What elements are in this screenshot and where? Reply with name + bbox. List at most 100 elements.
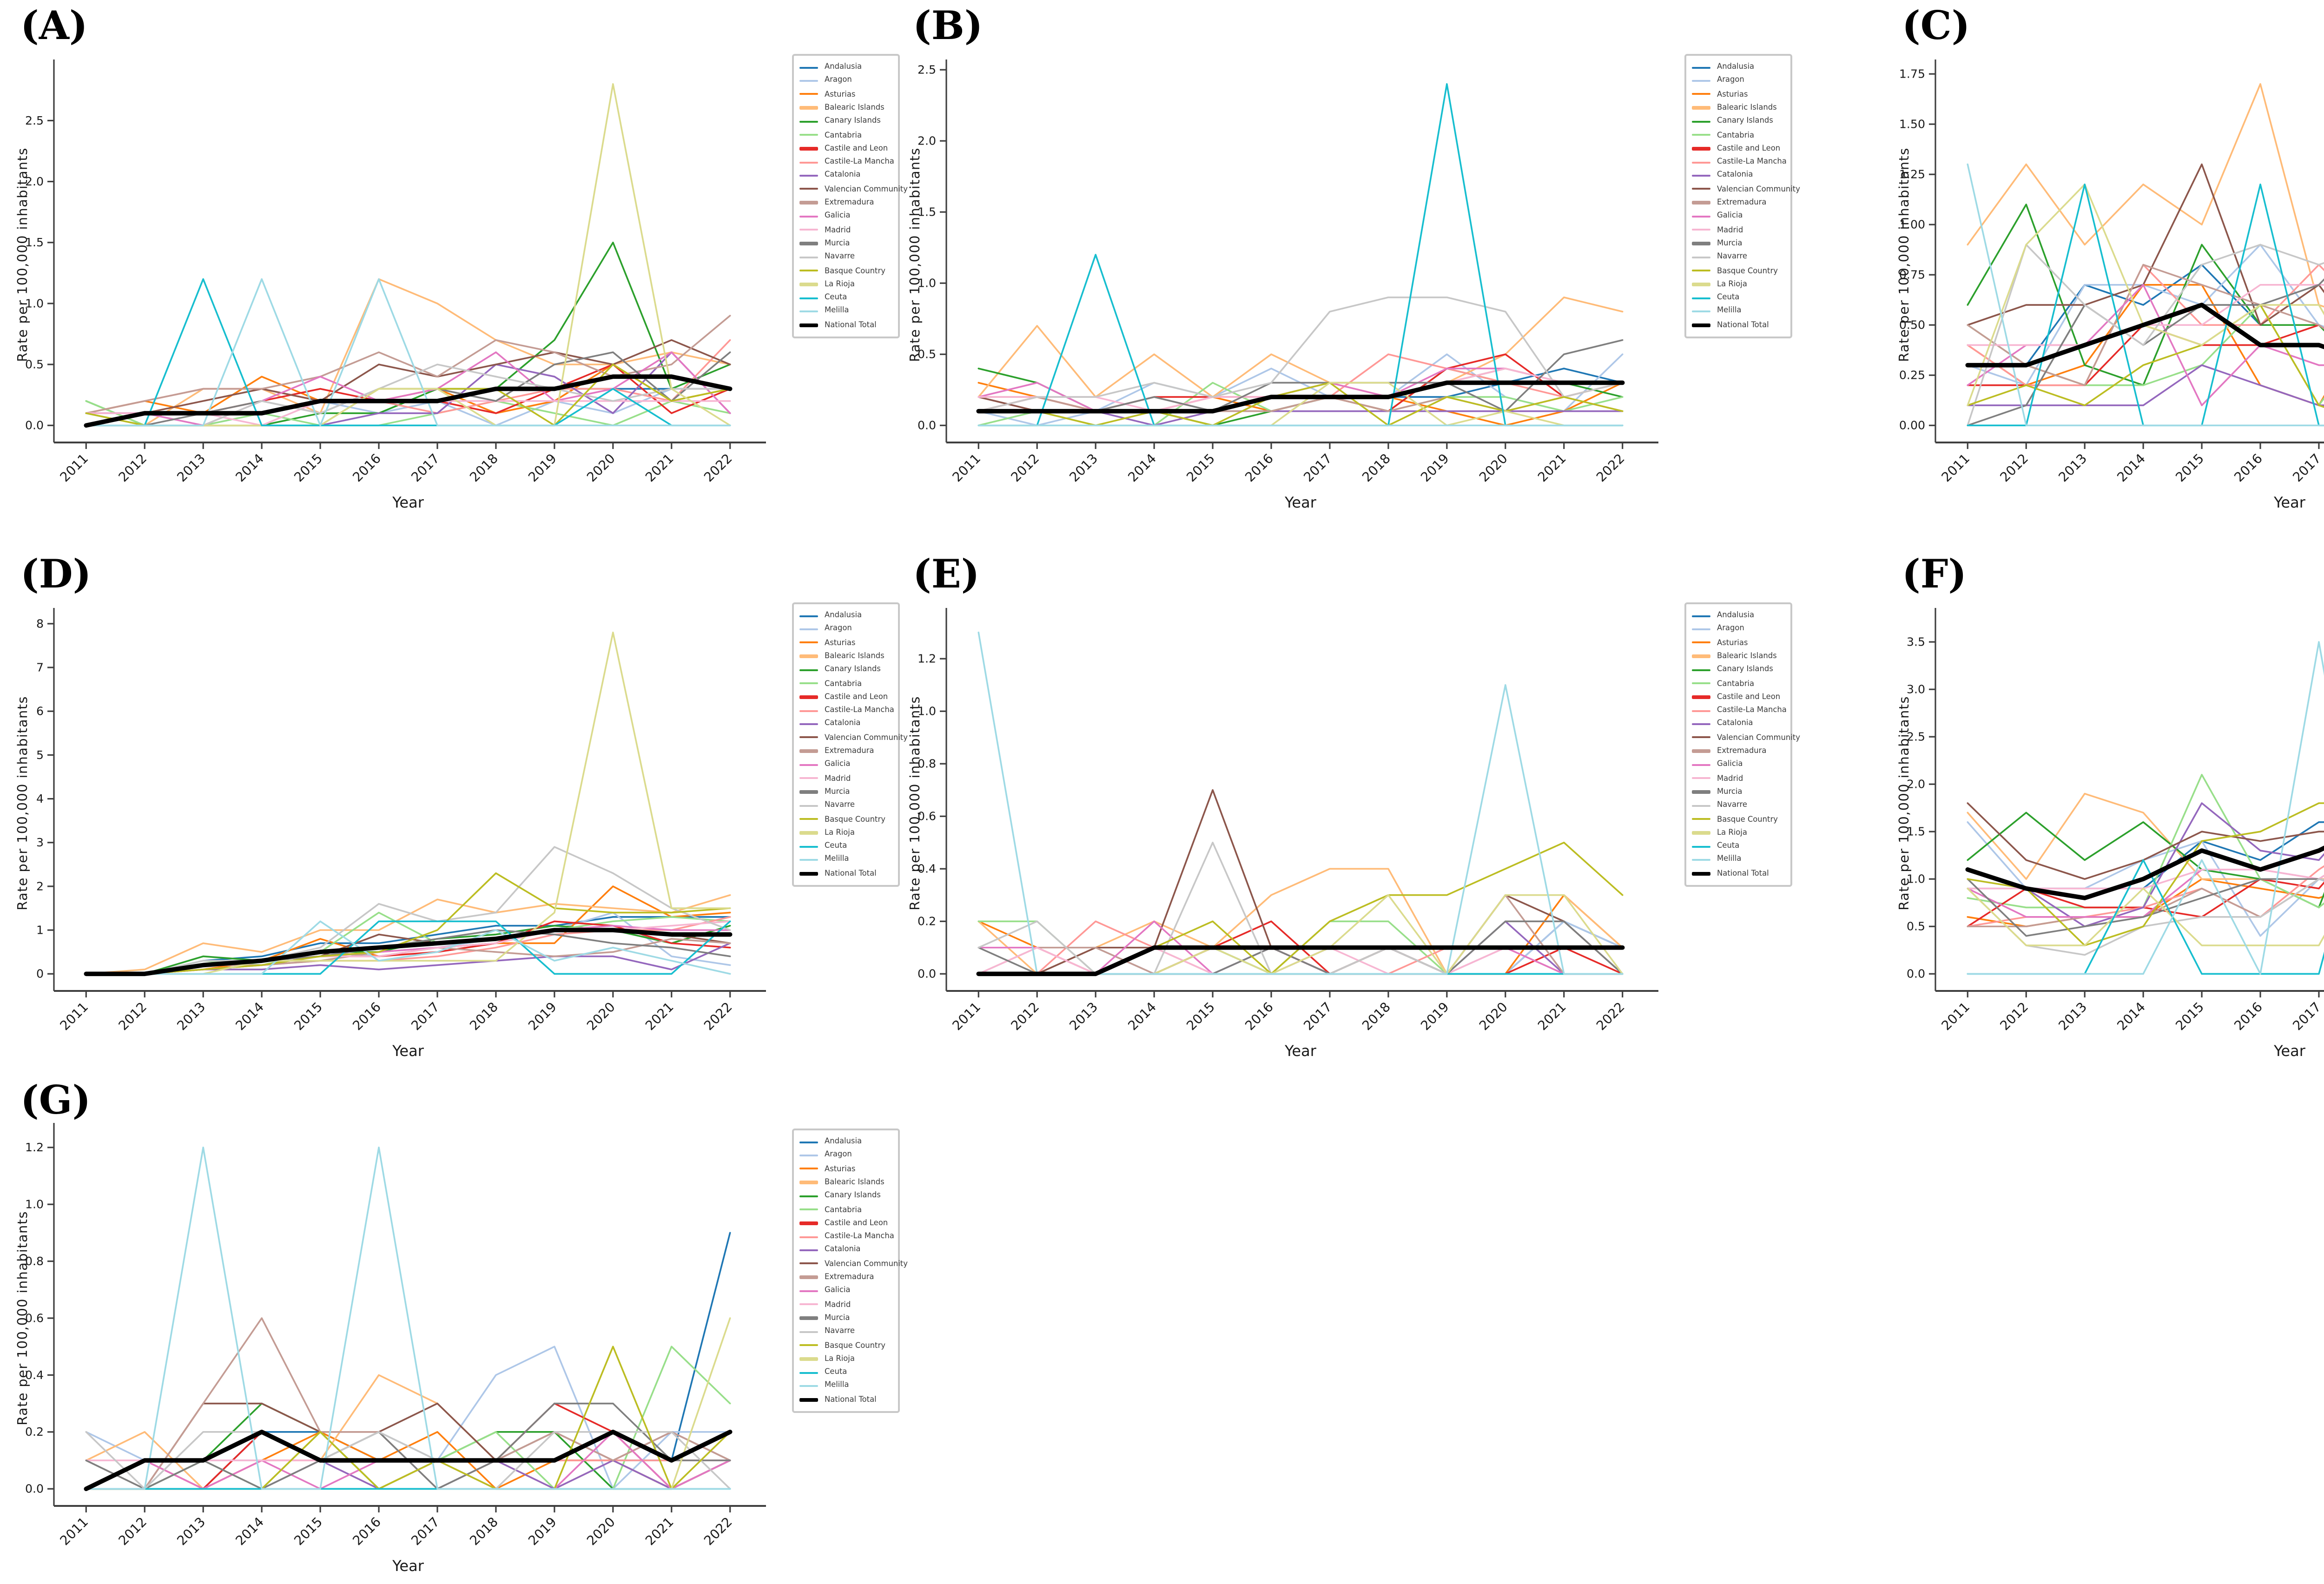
x-tick-label: 2012	[1008, 451, 1042, 485]
legend-label: Valencian Community	[825, 184, 908, 193]
legend-swatch-madrid	[799, 1303, 818, 1306]
legend-swatch-extremadura	[1692, 750, 1710, 753]
series-line-catalonia	[1967, 364, 2324, 406]
legend-swatch-valencian-community	[1692, 736, 1710, 739]
legend-label: Melilla	[1717, 854, 1742, 864]
legend-item-navarre: Navarre	[799, 1325, 894, 1339]
x-tick-label: 2017	[1301, 451, 1335, 485]
y-tick-label: 2.5	[1907, 730, 1925, 744]
legend-swatch-navarre	[799, 804, 818, 807]
legend-label: Navarre	[825, 800, 855, 809]
legend-swatch-valencian-community	[1692, 188, 1710, 191]
legend-item-basque-country: Basque Country	[799, 812, 894, 826]
y-tick-label: 1.50	[1899, 118, 1925, 131]
y-tick-label: 0.5	[918, 348, 936, 361]
x-axis-title: Year	[392, 494, 424, 511]
legend-swatch-aragon	[1692, 628, 1710, 631]
legend-item-navarre: Navarre	[799, 251, 894, 264]
series-line-castile-and-leon	[1967, 878, 2324, 928]
legend-swatch-madrid	[1692, 229, 1710, 231]
y-tick-label: 0.4	[918, 862, 936, 876]
legend-swatch-melilla	[799, 1385, 818, 1387]
series-line-navarre	[85, 846, 731, 975]
legend-swatch-la-rioja	[799, 1358, 818, 1360]
y-tick-label: 0.8	[25, 1254, 44, 1268]
legend-swatch-ceuta	[799, 1371, 818, 1374]
y-tick-label: 0.0	[918, 967, 936, 981]
legend-label: Extremadura	[825, 197, 874, 207]
legend-item-catalonia: Catalonia	[1692, 718, 1787, 731]
x-tick-label: 2016	[350, 451, 384, 485]
series-line-castile-and-leon	[1967, 324, 2324, 386]
legend-item-castile-la-mancha: Castile-La Mancha	[799, 155, 894, 169]
y-tick-label: 4	[36, 792, 44, 805]
legend-item-balearic-islands: Balearic Islands	[799, 101, 894, 115]
legend-item-murcia: Murcia	[799, 785, 894, 799]
y-tick-label: 1.75	[1899, 67, 1925, 81]
series-line-navarre	[85, 1431, 731, 1490]
series-line-melilla	[85, 1146, 731, 1490]
legend-label: Andalusia	[1717, 61, 1755, 71]
legend-item-andalusia: Andalusia	[799, 60, 894, 74]
legend-label: Castile and Leon	[1717, 691, 1781, 701]
x-tick-label: 2016	[1242, 999, 1276, 1034]
legend-label: Asturias	[1717, 88, 1748, 98]
legend-swatch-navarre	[799, 256, 818, 258]
y-tick-label: 3	[36, 836, 44, 849]
legend-item-asturias: Asturias	[799, 636, 894, 649]
legend-item-castile-and-leon: Castile and Leon	[799, 690, 894, 704]
y-tick-label: 0.50	[1899, 318, 1925, 332]
x-axis-title: Year	[2273, 1042, 2306, 1060]
legend-swatch-la-rioja	[1692, 832, 1710, 834]
legend-label: Canary Islands	[825, 664, 881, 674]
legend-label: Navarre	[1717, 800, 1747, 809]
legend-swatch-la-rioja	[799, 832, 818, 834]
legend-item-national-total: National Total	[799, 867, 894, 880]
legend-label: La Rioja	[825, 1353, 855, 1363]
legend-swatch-murcia	[799, 791, 818, 793]
legend-label: Basque Country	[1717, 813, 1778, 823]
legend-swatch-national-total	[1692, 871, 1710, 876]
x-tick-label: 2016	[350, 999, 384, 1034]
legend-item-navarre: Navarre	[799, 799, 894, 812]
legend-swatch-melilla	[799, 858, 818, 861]
legend-label: Valencian Community	[825, 1258, 908, 1268]
legend-swatch-andalusia	[799, 1141, 818, 1143]
legend-swatch-aragon	[1692, 79, 1710, 82]
legend-item-andalusia: Andalusia	[799, 1135, 894, 1148]
legend-item-balearic-islands: Balearic Islands	[1692, 101, 1787, 115]
legend-label: Castile and Leon	[1717, 143, 1781, 152]
series-line-la-rioja	[85, 83, 731, 427]
legend-label: Murcia	[1717, 238, 1743, 247]
series-line-extremadura	[1967, 264, 2324, 386]
legend-B: Andalusia Aragon Asturias Balearic Islands C…	[1684, 54, 1800, 338]
series-line-national-total	[976, 380, 1625, 414]
series-line-madrid	[1967, 869, 2324, 890]
series-line-melilla	[1967, 163, 2324, 427]
legend-item-galicia: Galicia	[799, 1284, 894, 1298]
legend-label: Cantabria	[825, 1204, 862, 1214]
y-axis-title: Rate per 100,000 inhabitants	[14, 147, 30, 362]
legend-item-catalonia: Catalonia	[799, 169, 894, 183]
y-tick-label: 1.5	[25, 236, 44, 249]
x-tick-label: 2017	[2290, 999, 2324, 1034]
legend-label: National Total	[1717, 867, 1769, 877]
legend-swatch-catalonia	[799, 174, 818, 177]
legend-label: Galicia	[825, 759, 851, 769]
y-tick-label: 1.2	[25, 1141, 44, 1154]
legend-item-balearic-islands: Balearic Islands	[799, 650, 894, 663]
series-line-madrid	[1967, 284, 2324, 346]
legend-swatch-galicia	[799, 215, 818, 218]
series-line-melilla	[85, 920, 731, 975]
x-tick-label: 2017	[1301, 999, 1335, 1034]
legend-swatch-castile-la-mancha	[1692, 161, 1710, 164]
series-line-navarre	[1967, 244, 2324, 427]
legend-label: Navarre	[1717, 251, 1747, 261]
y-tick-label: 0.25	[1899, 369, 1925, 382]
legend-item-la-rioja: La Rioja	[799, 1352, 894, 1366]
legend-label: Castile and Leon	[825, 1217, 888, 1227]
legend-swatch-castile-la-mancha	[799, 709, 818, 712]
legend-label: Melilla	[825, 305, 849, 315]
panel-label-B: (B)	[913, 2, 983, 48]
legend-label: Balearic Islands	[825, 1176, 885, 1186]
